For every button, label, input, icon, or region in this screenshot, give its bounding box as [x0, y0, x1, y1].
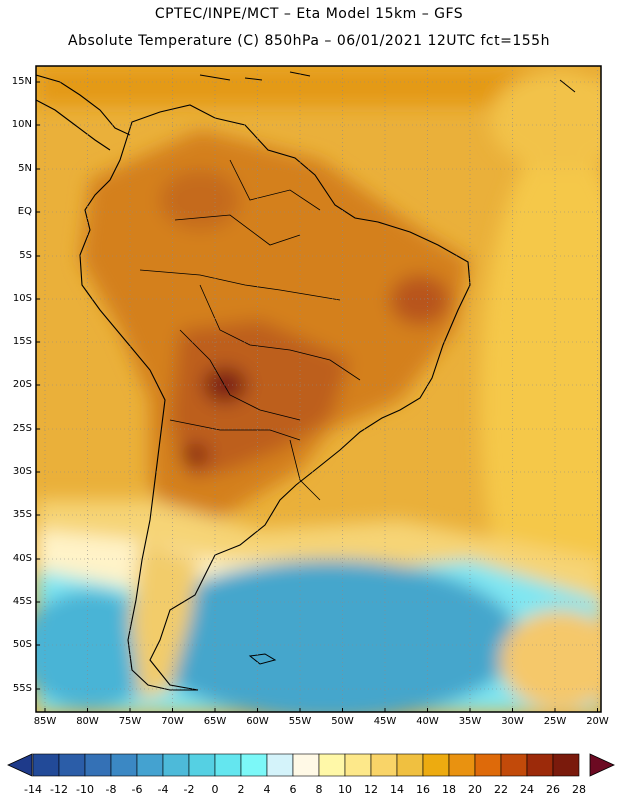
field-patagonia-tongue: [130, 540, 200, 700]
colorbar-label: 12: [364, 783, 378, 796]
field-northeast-ocean: [490, 70, 601, 170]
field-argentina-hotspot: [181, 443, 209, 467]
colorbar-segment: [396, 753, 424, 777]
colorbar-segment: [422, 753, 450, 777]
lat-label: EQ: [17, 206, 32, 217]
colorbar-label: 14: [390, 783, 404, 796]
colorbar-label: 2: [237, 783, 245, 796]
colorbar-segment: [344, 753, 372, 777]
lon-label: 40W: [416, 716, 439, 727]
colorbar-segment: [500, 753, 528, 777]
colorbar-label: 18: [442, 783, 456, 796]
lon-label: 30W: [501, 716, 524, 727]
field-amazon-warm: [160, 170, 240, 230]
lat-label: 25S: [12, 423, 32, 434]
colorbar-label: -6: [131, 783, 143, 796]
lon-label: 65W: [203, 716, 227, 727]
lat-label: 35S: [12, 509, 32, 520]
lat-label: 10S: [12, 293, 32, 304]
colorbar-segment: [214, 753, 242, 777]
colorbar-high-arrow: [589, 753, 615, 777]
falkland-islands: [248, 653, 277, 665]
coastline-central-america: [36, 74, 131, 151]
lon-label: 55W: [288, 716, 312, 727]
colorbar: [7, 753, 615, 777]
lat-label: 55S: [12, 683, 32, 694]
colorbar-label: 10: [338, 783, 352, 796]
colorbar-label: -8: [105, 783, 117, 796]
colorbar-segment: [318, 753, 346, 777]
colorbar-segment: [240, 753, 268, 777]
colorbar-segment: [266, 753, 294, 777]
chart-title-line2: Absolute Temperature (C) 850hPa – 06/01/…: [68, 33, 550, 49]
colorbar-label: 24: [520, 783, 534, 796]
colorbar-label: -14: [24, 783, 42, 796]
colorbar-label: 6: [289, 783, 297, 796]
colorbar-label: -12: [50, 783, 68, 796]
lon-label: 25W: [543, 716, 567, 727]
colorbar-label: 4: [263, 783, 271, 796]
colorbar-label: 26: [546, 783, 560, 796]
colorbar-label: 28: [572, 783, 586, 796]
lon-label: 35W: [458, 716, 482, 727]
colorbar-label: 20: [468, 783, 482, 796]
caribbean-islands: [199, 71, 576, 93]
colorbar-segment: [162, 753, 190, 777]
field-cold-core-east: [140, 560, 520, 712]
colorbar-segment: [474, 753, 502, 777]
colorbar-segment: [58, 753, 86, 777]
colorbar-segment: [370, 753, 398, 777]
lat-label: 5N: [18, 163, 32, 174]
temperature-fields: [36, 66, 601, 712]
colorbar-label: 22: [494, 783, 508, 796]
lon-label: 85W: [33, 716, 57, 727]
lon-label: 45W: [373, 716, 397, 727]
colorbar-segment: [552, 753, 580, 777]
colorbar-label: -10: [76, 783, 94, 796]
colorbar-segment: [188, 753, 216, 777]
lat-label: 5S: [19, 250, 32, 261]
field-cold-core-west: [36, 590, 160, 710]
colorbar-segment: [84, 753, 112, 777]
map-frame: [35, 65, 602, 713]
colorbar-segment: [136, 753, 164, 777]
lat-label: 45S: [12, 596, 32, 607]
lon-label: 50W: [331, 716, 354, 727]
lat-label: 10N: [11, 119, 32, 130]
lon-label: 75W: [118, 716, 142, 727]
lat-label: 15N: [11, 76, 32, 87]
field-east-ocean: [480, 140, 601, 660]
lat-label: 50S: [12, 639, 32, 650]
field-continent-hot: [170, 320, 350, 480]
lat-label: 30S: [12, 466, 32, 477]
country-borders: [139, 159, 361, 501]
lat-label: 15S: [12, 336, 32, 347]
chart-title-line1: CPTEC/INPE/MCT – Eta Model 15km – GFS: [154, 6, 464, 22]
colorbar-segment: [526, 753, 554, 777]
lat-label: 40S: [12, 553, 32, 564]
colorbar-low-arrow: [7, 753, 33, 777]
lon-label: 70W: [161, 716, 184, 727]
colorbar-label: 16: [416, 783, 430, 796]
colorbar-label: -4: [157, 783, 169, 796]
colorbar-segment: [32, 753, 60, 777]
colorbar-segment: [448, 753, 476, 777]
lon-label: 20W: [586, 716, 609, 727]
colorbar-segment: [292, 753, 320, 777]
colorbar-label: 0: [211, 783, 219, 796]
lat-label: 20S: [12, 379, 32, 390]
colorbar-segment: [110, 753, 138, 777]
lon-label: 60W: [246, 716, 269, 727]
lon-label: 80W: [76, 716, 99, 727]
colorbar-label: 8: [315, 783, 323, 796]
field-southeast-warm: [500, 610, 601, 710]
field-northeast-brazil: [390, 275, 450, 325]
colorbar-label: -2: [183, 783, 195, 796]
